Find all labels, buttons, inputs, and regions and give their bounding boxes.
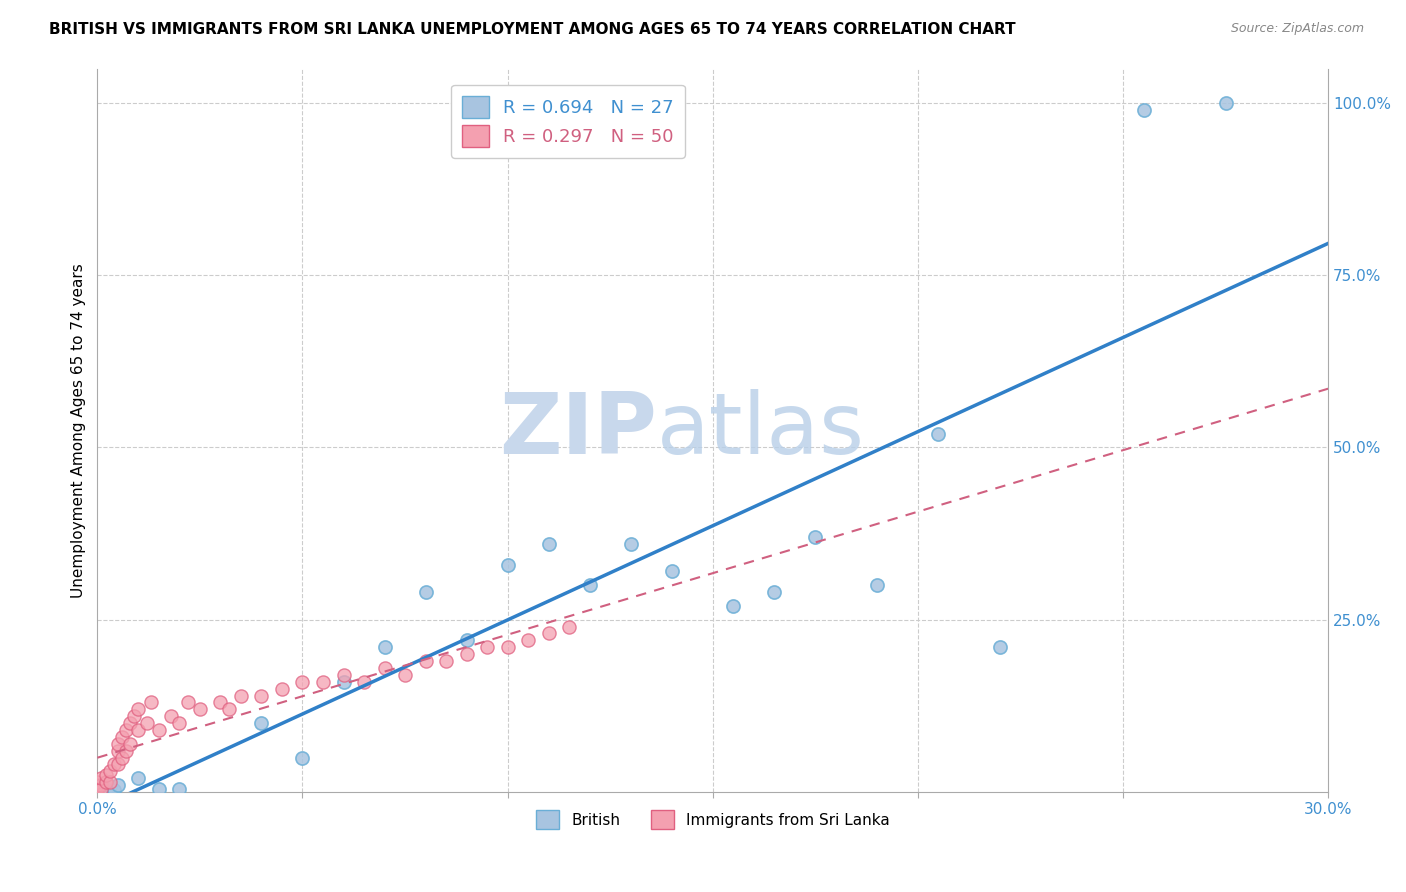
Point bbox=[332, 674, 354, 689]
Point bbox=[537, 537, 560, 551]
Legend: British, Immigrants from Sri Lanka: British, Immigrants from Sri Lanka bbox=[530, 804, 896, 835]
Point bbox=[353, 674, 375, 689]
Point bbox=[124, 709, 146, 723]
Point bbox=[90, 771, 112, 785]
Point bbox=[927, 426, 949, 441]
Point bbox=[86, 778, 108, 792]
Point bbox=[271, 681, 294, 696]
Point bbox=[107, 757, 129, 772]
Point bbox=[94, 781, 117, 796]
Point bbox=[111, 730, 134, 744]
Text: ZIP: ZIP bbox=[499, 389, 658, 472]
Point bbox=[98, 764, 121, 779]
Point bbox=[229, 689, 252, 703]
Text: BRITISH VS IMMIGRANTS FROM SRI LANKA UNEMPLOYMENT AMONG AGES 65 TO 74 YEARS CORR: BRITISH VS IMMIGRANTS FROM SRI LANKA UNE… bbox=[49, 22, 1015, 37]
Point bbox=[434, 654, 457, 668]
Point bbox=[139, 695, 162, 709]
Point bbox=[456, 633, 478, 648]
Point bbox=[475, 640, 498, 655]
Point bbox=[496, 558, 519, 572]
Point bbox=[98, 774, 121, 789]
Point bbox=[115, 744, 138, 758]
Point bbox=[107, 778, 129, 792]
Point bbox=[148, 723, 170, 737]
Point bbox=[103, 757, 125, 772]
Point bbox=[98, 780, 121, 794]
Point bbox=[804, 530, 827, 544]
Point bbox=[90, 781, 112, 796]
Point bbox=[661, 565, 683, 579]
Point bbox=[148, 781, 170, 796]
Text: atlas: atlas bbox=[658, 389, 865, 472]
Point bbox=[169, 716, 191, 731]
Point bbox=[188, 702, 211, 716]
Point bbox=[558, 619, 581, 633]
Point bbox=[94, 774, 117, 789]
Point bbox=[120, 716, 142, 731]
Point bbox=[373, 661, 395, 675]
Point bbox=[988, 640, 1011, 655]
Point bbox=[160, 709, 183, 723]
Point bbox=[250, 716, 273, 731]
Point bbox=[537, 626, 560, 640]
Point bbox=[103, 783, 125, 797]
Point bbox=[107, 737, 129, 751]
Point bbox=[115, 723, 138, 737]
Point bbox=[763, 585, 786, 599]
Point bbox=[373, 640, 395, 655]
Point bbox=[127, 702, 149, 716]
Point bbox=[250, 689, 273, 703]
Point bbox=[496, 640, 519, 655]
Point bbox=[723, 599, 745, 613]
Point bbox=[107, 744, 129, 758]
Point bbox=[169, 781, 191, 796]
Point bbox=[456, 647, 478, 661]
Point bbox=[620, 537, 643, 551]
Point bbox=[312, 674, 335, 689]
Point bbox=[218, 702, 240, 716]
Point bbox=[86, 781, 108, 796]
Text: Source: ZipAtlas.com: Source: ZipAtlas.com bbox=[1230, 22, 1364, 36]
Point bbox=[120, 737, 142, 751]
Point bbox=[127, 723, 149, 737]
Point bbox=[1215, 95, 1237, 110]
Point bbox=[332, 668, 354, 682]
Point bbox=[1132, 103, 1154, 117]
Point bbox=[578, 578, 600, 592]
Point bbox=[291, 750, 314, 764]
Point bbox=[415, 585, 437, 599]
Point bbox=[86, 774, 108, 789]
Y-axis label: Unemployment Among Ages 65 to 74 years: Unemployment Among Ages 65 to 74 years bbox=[72, 263, 86, 598]
Point bbox=[94, 768, 117, 782]
Point bbox=[86, 785, 108, 799]
Point bbox=[394, 668, 416, 682]
Point bbox=[135, 716, 157, 731]
Point bbox=[111, 750, 134, 764]
Point bbox=[866, 578, 889, 592]
Point bbox=[90, 778, 112, 792]
Point bbox=[90, 778, 112, 792]
Point bbox=[291, 674, 314, 689]
Point bbox=[209, 695, 232, 709]
Point bbox=[127, 771, 149, 785]
Point bbox=[176, 695, 198, 709]
Point bbox=[415, 654, 437, 668]
Point bbox=[517, 633, 540, 648]
